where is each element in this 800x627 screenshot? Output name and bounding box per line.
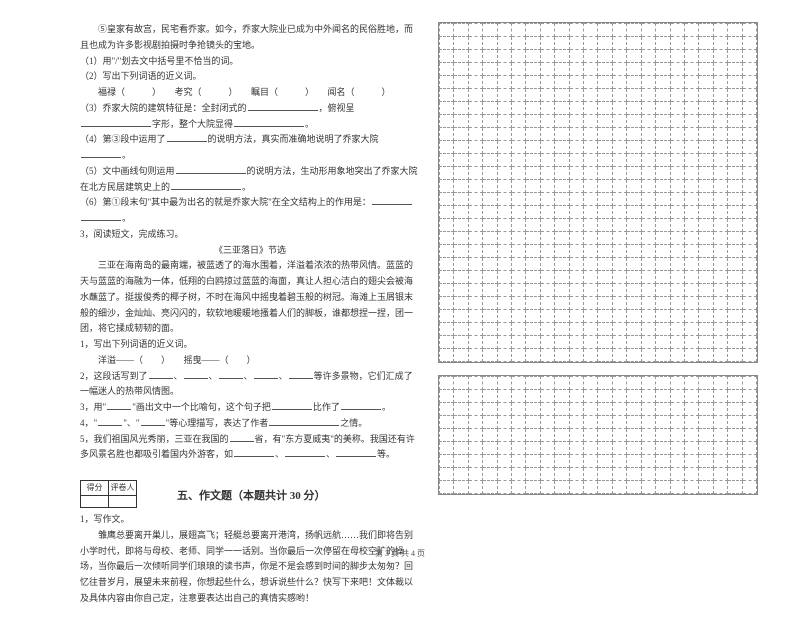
blank [336,456,376,457]
blank [81,220,121,221]
t: 2，这段话写到了 [80,371,148,381]
blank [149,378,173,379]
grid-table-2 [439,376,757,494]
t: 、 [209,371,218,381]
passage-5: ⑤皇家有故宫，民宅看乔家。如今，乔家大院业已成为中外闻名的民俗胜地，而且也成为许… [80,22,420,54]
section-5-header: 得分 评卷人 五、作文题（本题共计 30 分） [80,480,420,508]
t: 之情。 [340,418,367,428]
q6: （6）第①段末句"其中最为出名的就是乔家大院"在全文结构上的作用是： 。 [80,195,420,227]
q3-t2: ，俯视呈 [319,103,355,113]
section-5-title: 五、作文题（本题共计 30 分） [177,487,326,508]
r3-subtitle: 《三亚落日》节选 [80,243,420,259]
r3-q2: 2，这段话写到了、、、、等许多景物，它们汇成了一幅迷人的热带风情图。 [80,369,420,401]
t: 、 [279,371,288,381]
grid-table-1 [439,23,757,362]
t: 、 [244,371,253,381]
q4-t1: （4）第③段中运用了 [80,134,166,144]
t: 4，" [80,418,97,428]
q6-t2: 。 [122,213,131,223]
left-column: ⑤皇家有故宫，民宅看乔家。如今，乔家大院业已成为中外闻名的民俗胜地，而且也成为许… [80,22,420,607]
r3-q1-blanks: 洋溢——（ ） 摇曳——（ ） [80,353,420,369]
t: 、 [174,371,183,381]
blank [230,441,254,442]
q5-t1: （5）文中画线句则运用 [80,166,175,176]
blank [141,425,165,426]
page-container: ⑤皇家有故宫，民宅看乔家。如今，乔家大院业已成为中外闻名的民俗胜地，而且也成为许… [0,0,800,627]
t: 比作了 [313,402,340,412]
t: "、" [123,418,139,428]
writing-grid-wrap [438,22,758,495]
blank [285,456,325,457]
blank [234,456,274,457]
blank [81,126,151,127]
blank [184,378,208,379]
grader-cell [109,496,137,508]
t: 、 [326,449,335,459]
q3-t4: 。 [305,119,314,129]
blank [289,378,313,379]
blank [254,378,278,379]
q5: （5）文中画线句则运用的说明方法，生动形用象地突出了乔家大院在北方民居建筑史上的… [80,164,420,196]
t: "等心理描写，表达了作者 [166,418,269,428]
r3-q5: 5，我们祖国风光秀丽，三亚在我国的省，有"东方夏威夷"的美称。我国还有许多风景名… [80,432,420,464]
blank [372,204,412,205]
q6-t1: （6）第①段末句"其中最为出名的就是乔家大院"在全文结构上的作用是： [80,197,371,207]
blank [167,141,207,142]
q2: （2）写出下列词语的近义词。 [80,69,420,85]
blank [81,157,121,158]
blank [269,425,339,426]
blank [107,409,131,410]
t: 3，用" [80,402,106,412]
blank [176,173,246,174]
writing-grid-2 [438,375,758,495]
r3-q3: 3，用" "画出文中一个比喻句，这个句子把 比作了 。 [80,400,420,416]
page-footer: 第 3 页 共 4 页 [0,548,800,559]
blank [171,189,241,190]
blank [98,425,122,426]
w1-body: 雏鹰总要离开巢儿，展翅高飞；轻艇总要离开港湾，扬帆远航……我们即将告别小学时代，… [80,528,420,607]
q3-t1: （3）乔家大院的建筑特征是：全封闭式的 [80,103,247,113]
grader-label: 评卷人 [109,481,137,496]
blank [248,110,318,111]
q3-t3: 字形，整个大院显得 [152,119,233,129]
r3-q4: 4，" "、" "等心理描写，表达了作者 之情。 [80,416,420,432]
right-column [438,22,758,607]
r3-heading: 3，阅读短文，完成练习。 [80,227,420,243]
q1: （1）用"/"划去文中括号里不恰当的词。 [80,54,420,70]
q5-t3: 。 [242,182,251,192]
score-cell [81,496,109,508]
q4-t2: 的说明方法，真实而准确地说明了乔家大院 [208,134,379,144]
t: "画出文中一个比喻句，这个句子把 [132,402,271,412]
t: 等。 [377,449,395,459]
t: 5，我们祖国风光秀丽，三亚在我国的 [80,434,229,444]
blank [219,378,243,379]
q4-t3: 。 [122,150,131,160]
t: 。 [382,402,391,412]
score-table: 得分 评卷人 [80,480,137,508]
blank [341,409,381,410]
r3-passage: 三亚在海南岛的最南端，被蓝透了的海水围着，洋溢着浓浓的热带风情。蓝蓝的天与蓝蓝的… [80,258,420,337]
w1-heading: 1，写作文。 [80,512,420,528]
score-label: 得分 [81,481,109,496]
q2-blanks: 福禄（ ） 考究（ ） 瞩目（ ） 闻名（ ） [80,85,420,101]
spacer [80,463,420,472]
r3-q1: 1，写出下列词语的近义词。 [80,337,420,353]
writing-grid-1 [438,22,758,363]
q4: （4）第③段中运用了 的说明方法，真实而准确地说明了乔家大院。 [80,132,420,164]
blank [272,409,312,410]
blank [234,126,304,127]
q3: （3）乔家大院的建筑特征是：全封闭式的 ，俯视呈字形，整个大院显得 。 [80,101,420,133]
t: 、 [275,449,284,459]
